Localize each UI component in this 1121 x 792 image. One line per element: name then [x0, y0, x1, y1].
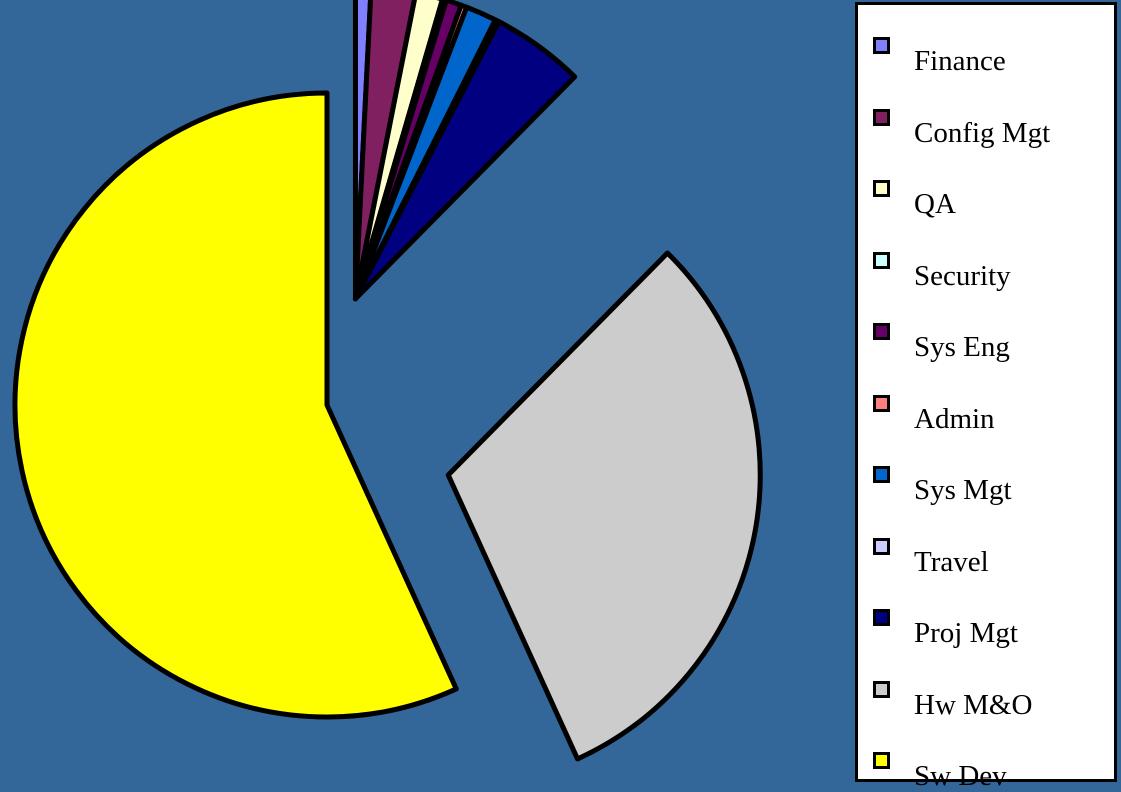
legend-swatch	[873, 323, 890, 340]
legend-swatch	[873, 609, 890, 626]
legend-label: Travel	[914, 545, 989, 578]
pie-slice-hw-m-o	[445, 250, 763, 762]
legend-swatch	[873, 752, 890, 769]
legend-label: QA	[914, 188, 956, 220]
legend-label: Security	[914, 259, 1011, 292]
chart-area: Finance Config Mgt QA Security Sys Eng Admin S…	[12, 0, 1117, 791]
legend-swatch	[873, 251, 890, 269]
legend-label: Proj Mgt	[914, 617, 1018, 649]
legend-swatch	[873, 394, 890, 412]
legend-swatch	[873, 180, 890, 197]
legend-label: Hw M&O	[914, 688, 1033, 721]
legend-label: Sw Dev	[914, 760, 1007, 792]
legend-label: Sys Mgt	[914, 474, 1012, 506]
legend-label: Finance	[914, 45, 1006, 77]
legend-swatch	[873, 108, 890, 126]
pie-slice-config-mgt	[352, 0, 417, 302]
pie-slice-proj-mgt	[352, 19, 578, 302]
legend: Finance Config Mgt QA Security Sys Eng Admin S…	[855, 2, 1117, 791]
legend-swatch	[873, 37, 890, 54]
legend-swatch	[873, 680, 890, 698]
legend-label: Sys Eng	[914, 331, 1010, 363]
pie-chart	[12, 0, 763, 762]
legend-label: Config Mgt	[914, 116, 1051, 149]
legend-swatch	[873, 537, 890, 555]
pie-slice-sw-dev	[12, 90, 459, 720]
legend-swatch	[873, 466, 890, 483]
legend-label: Admin	[914, 402, 995, 435]
